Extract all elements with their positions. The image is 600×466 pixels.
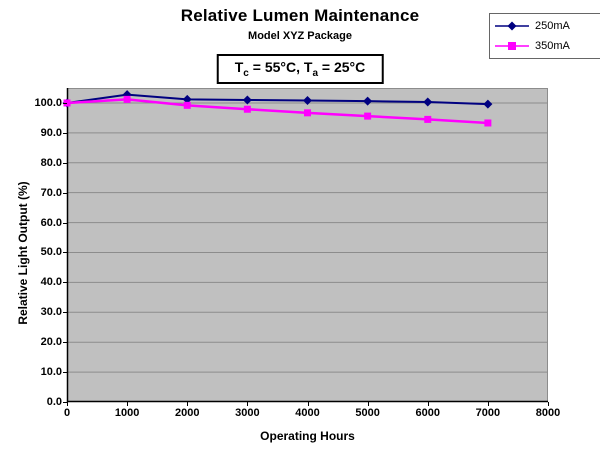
y-tick-label: 20.0: [40, 336, 62, 349]
y-tick-label: 10.0: [40, 366, 62, 379]
plot-area[interactable]: [62, 88, 548, 403]
y-tick-label: 60.0: [40, 216, 62, 229]
x-tick-label: 5000: [355, 407, 380, 419]
legend[interactable]: 250mA 350mA: [489, 13, 600, 59]
y-tick-label: 70.0: [40, 186, 62, 199]
chart-title: Relative Lumen Maintenance: [180, 6, 420, 25]
y-tick-label: 30.0: [40, 306, 62, 319]
annotation-text: Tc = 55°C, Ta = 25°C: [234, 59, 366, 79]
y-tick-label: 100.0: [34, 96, 62, 109]
y-tick-mark: [63, 342, 67, 344]
chart-subtitle: Model XYZ Package: [248, 30, 352, 42]
x-tick-mark: [187, 402, 189, 406]
y-tick-label: 0.0: [46, 396, 62, 408]
x-tick-mark: [548, 402, 549, 406]
x-tick-mark: [127, 402, 129, 406]
y-tick-mark: [63, 102, 67, 104]
legend-item-350mA[interactable]: 350mA: [493, 36, 599, 56]
x-tick-label: 2000: [175, 407, 200, 419]
y-tick-mark: [63, 222, 67, 224]
x-tick-mark: [247, 402, 249, 406]
y-tick-mark: [63, 282, 67, 284]
x-tick-mark: [67, 402, 68, 406]
line-chart: [62, 88, 548, 403]
square-marker-icon: [495, 42, 529, 50]
y-tick-mark: [63, 312, 67, 314]
x-tick-label: 3000: [235, 407, 260, 419]
y-tick-mark: [63, 372, 67, 374]
y-tick-mark: [63, 252, 67, 254]
legend-item-250mA[interactable]: 250mA: [493, 16, 599, 36]
y-tick-label: 40.0: [40, 276, 62, 289]
x-tick-label: 6000: [415, 407, 440, 419]
x-tick-mark: [367, 402, 369, 406]
y-tick-mark: [63, 402, 67, 403]
x-tick-label: 4000: [295, 407, 320, 419]
x-tick-label: 7000: [475, 407, 501, 419]
temperature-annotation: Tc = 55°C, Ta = 25°C: [216, 54, 384, 84]
diamond-marker-icon: [495, 21, 529, 31]
x-tick-mark: [307, 402, 309, 406]
y-tick-label: 50.0: [40, 246, 62, 259]
x-tick-label: 1000: [114, 407, 140, 419]
x-tick-mark: [427, 402, 429, 406]
y-tick-mark: [63, 132, 67, 134]
y-tick-mark: [63, 162, 67, 164]
x-tick-label: 0: [63, 407, 71, 419]
y-tick-mark: [63, 192, 67, 194]
legend-label: 250mA: [535, 20, 570, 32]
x-tick-mark: [487, 402, 489, 406]
y-tick-label: 80.0: [40, 156, 62, 169]
x-axis-title: Operating Hours: [260, 429, 355, 443]
x-tick-label: 8000: [535, 407, 561, 419]
y-tick-label: 90.0: [40, 126, 62, 139]
legend-label: 350mA: [535, 40, 570, 52]
